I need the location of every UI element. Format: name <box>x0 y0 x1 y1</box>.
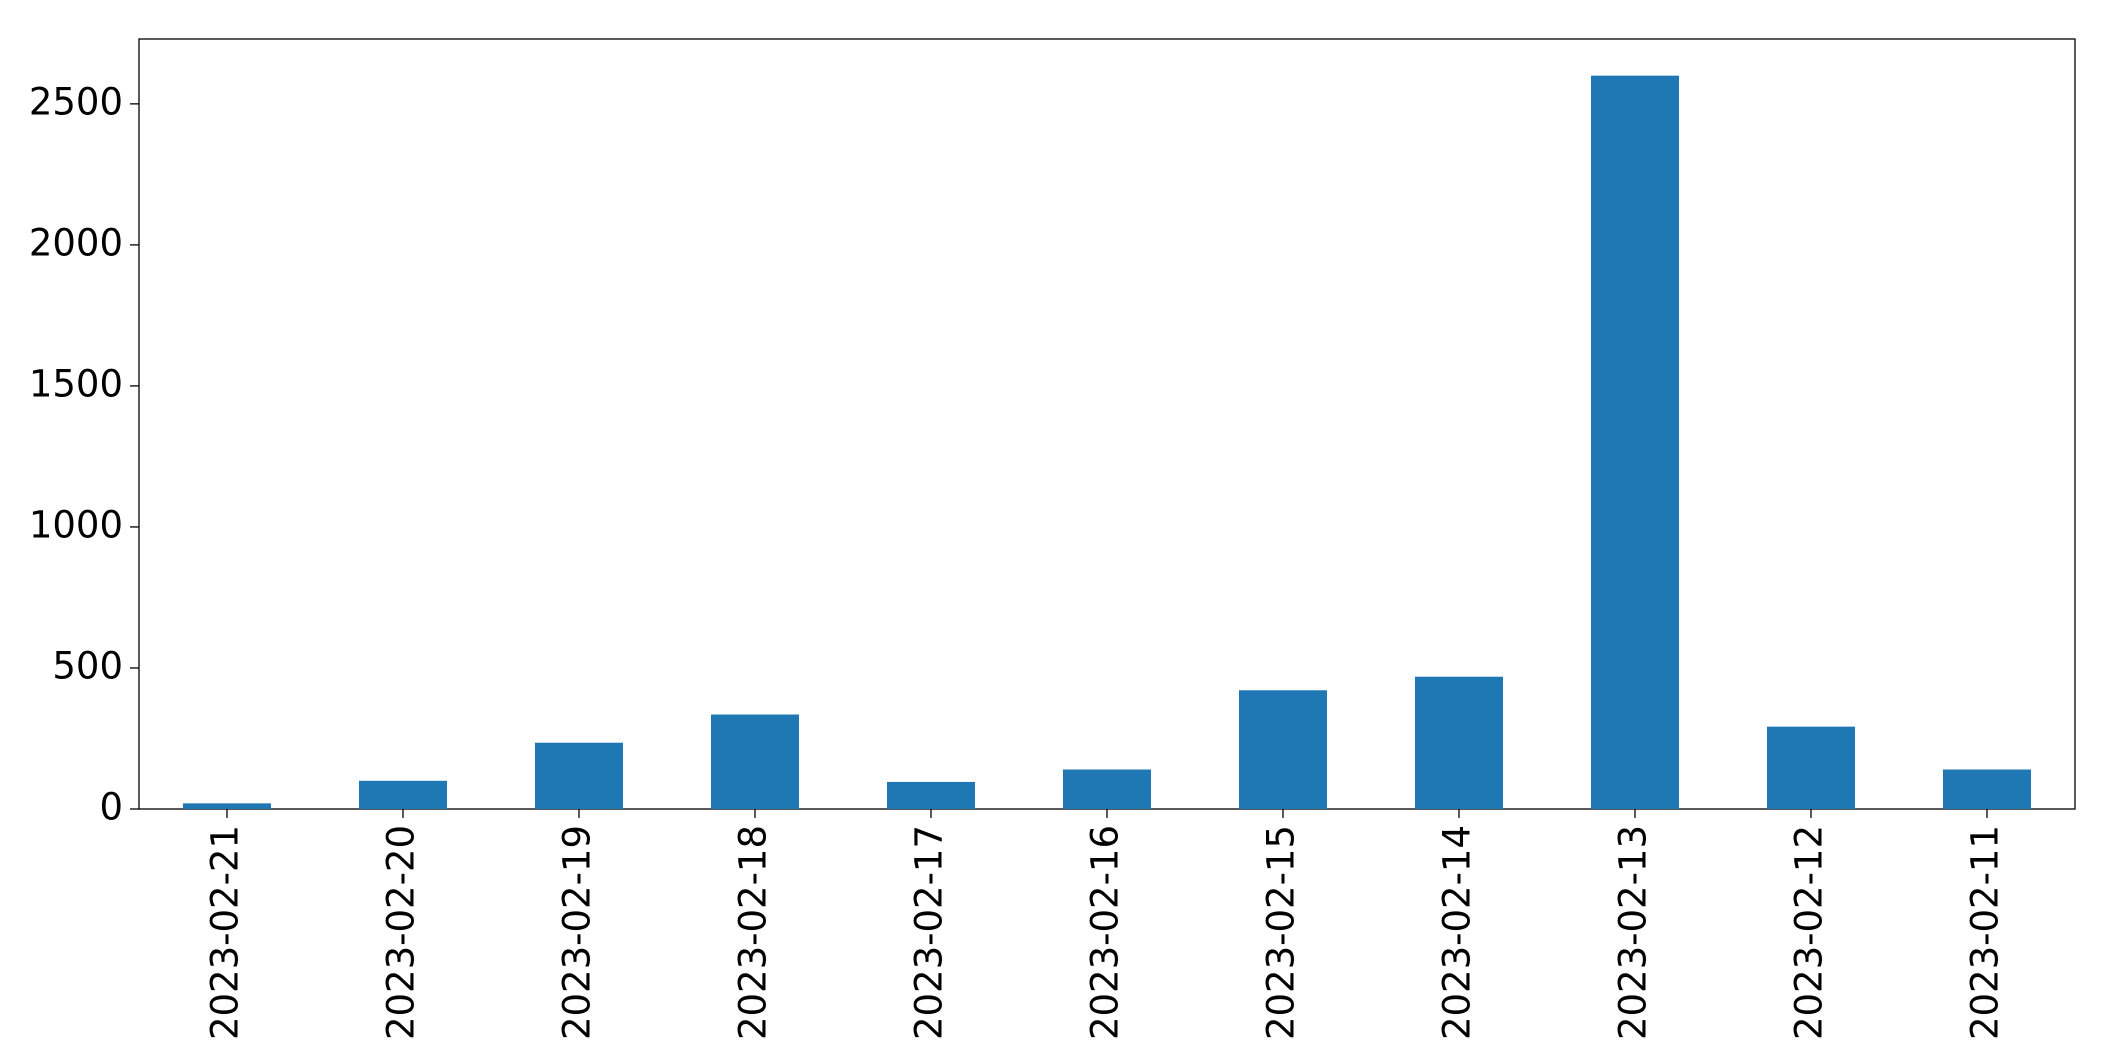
bar <box>1943 769 2031 809</box>
bar <box>887 781 975 809</box>
y-tick-label: 0 <box>99 786 123 829</box>
x-tick-label: 2023-02-15 <box>1260 825 1303 1040</box>
y-tick-label: 1500 <box>29 362 123 405</box>
x-tick-label: 2023-02-21 <box>204 825 247 1040</box>
x-tick-label: 2023-02-14 <box>1436 825 1479 1040</box>
y-tick-label: 2500 <box>29 80 123 123</box>
bar <box>1767 726 1855 809</box>
y-tick-label: 1000 <box>29 503 123 546</box>
x-tick-label: 2023-02-13 <box>1612 825 1655 1040</box>
y-tick-label: 500 <box>52 644 123 687</box>
y-tick-label: 2000 <box>29 221 123 264</box>
x-tick-label: 2023-02-12 <box>1788 825 1831 1040</box>
x-tick-label: 2023-02-19 <box>556 825 599 1040</box>
x-tick-label: 2023-02-20 <box>380 825 423 1040</box>
x-tick-label: 2023-02-18 <box>732 825 775 1040</box>
bar <box>183 803 271 809</box>
x-tick-label: 2023-02-17 <box>908 825 951 1040</box>
bar <box>711 714 799 809</box>
bar <box>1239 690 1327 809</box>
bar <box>535 742 623 809</box>
bar <box>1591 75 1679 809</box>
bar <box>1063 769 1151 809</box>
plot-frame <box>138 38 2076 810</box>
x-tick-label: 2023-02-11 <box>1964 825 2007 1040</box>
bar <box>359 780 447 809</box>
x-tick-label: 2023-02-16 <box>1084 825 1127 1040</box>
bar <box>1415 676 1503 809</box>
